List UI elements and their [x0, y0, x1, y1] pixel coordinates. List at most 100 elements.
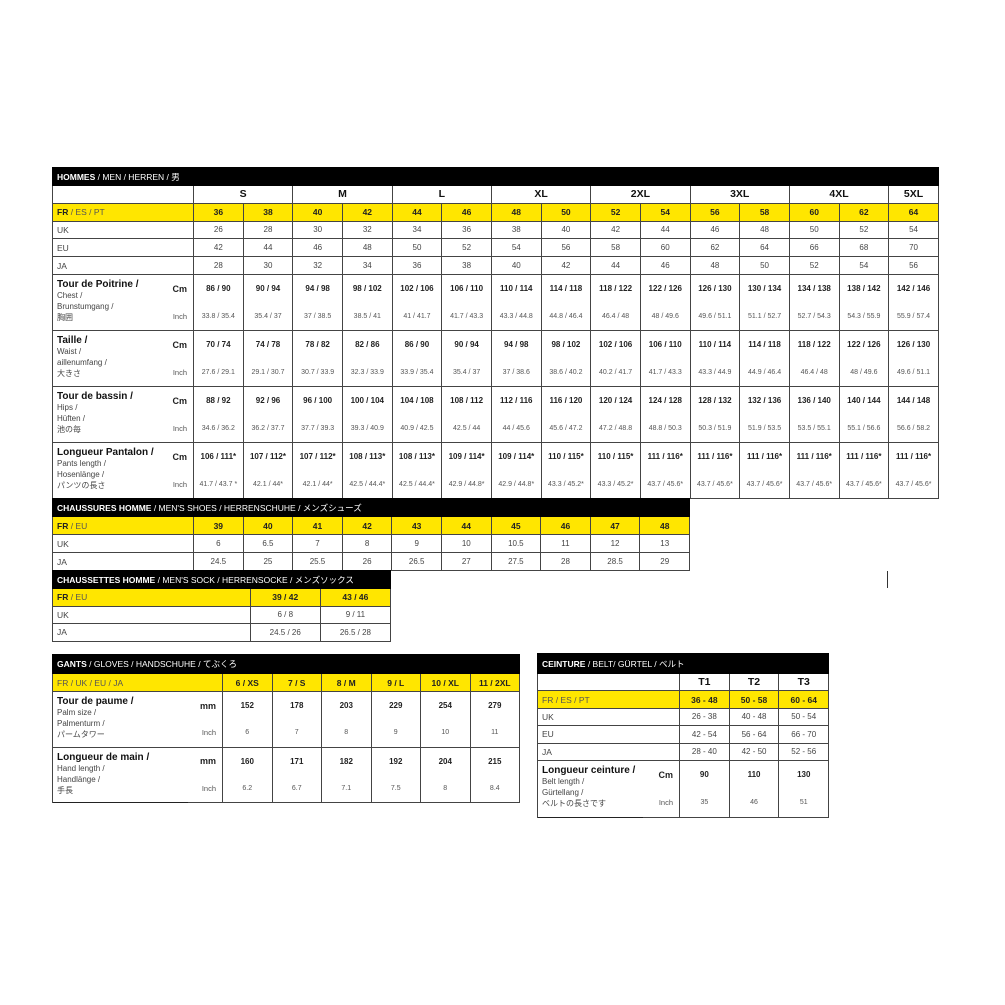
- hommes-row-label: UK: [52, 220, 194, 240]
- gloves-measurement-name: Tour de paume / Palm size / Palmenturm / パー…: [52, 691, 188, 747]
- shoes-cell: 26: [341, 552, 393, 571]
- hommes-cell: 38: [441, 256, 492, 275]
- hommes-measurement-name: Tour de bassin / Hips / Hüften / 池の毎: [52, 385, 158, 443]
- gloves-cell: 7 / S: [271, 673, 322, 692]
- hommes-size-label: XL: [490, 185, 592, 204]
- hommes-cell: 52: [441, 238, 492, 258]
- hommes-measurement-row: Tour de bassin / Hips / Hüften / 池の毎 Cm 88 / …: [52, 385, 939, 443]
- hommes-cell: 110 / 115*: [540, 441, 592, 471]
- shoes-conversion-row: JA 24.5 25 25.5 26 26.5 27 27.5 28 28.5 29: [52, 552, 691, 571]
- belt-row-label: EU: [537, 725, 680, 744]
- hommes-conversion-row: UK 26 28 30 32 34 36 38 40 42 44 46 48 50 52 54: [52, 220, 939, 240]
- hommes-cell: 126 / 130: [689, 273, 741, 303]
- hommes-measurement-name-line: Hips /: [57, 402, 78, 412]
- shoes-title-row: CHAUSSURES HOMME / MEN'S SHOES / HERRENS…: [51, 498, 691, 517]
- hommes-measurement-row-inch: Inch 41.7 / 43.7 * 42.1 / 44* 42.1 / 44* 42.…: [53, 470, 939, 499]
- gloves-title-row: GANTS / GLOVES / HANDSCHUHE / てぶくろ: [51, 654, 521, 674]
- hommes-cell: 51.1 / 52.7: [739, 302, 790, 331]
- belt-cell: 35: [679, 788, 730, 818]
- hommes-cell: 52: [590, 202, 641, 222]
- belt-cell: 110: [728, 759, 780, 789]
- belt-title-bold: CEINTURE: [542, 658, 586, 669]
- belt-cell: 90: [679, 759, 730, 789]
- shoes-title: CHAUSSURES HOMME / MEN'S SHOES / HERRENS…: [51, 498, 691, 517]
- hommes-cell: 42.5 / 44.4*: [391, 470, 443, 499]
- hommes-cell: 124 / 128: [639, 385, 691, 415]
- shoes-cell: 26.5: [391, 552, 442, 571]
- hommes-measurement-row: Longueur Pantalon / Pants length / Hosenlä…: [52, 441, 939, 499]
- hommes-cell: 70: [888, 238, 939, 258]
- hommes-size-label: 3XL: [689, 185, 790, 204]
- hommes-cell: 108 / 112: [441, 385, 492, 415]
- hommes-cell: 58: [739, 202, 790, 222]
- socks-conversion-row: FR / EU 39 / 42 43 / 46: [52, 588, 392, 607]
- hommes-cell: 33.8 / 35.4: [193, 302, 244, 331]
- hommes-cell: 68: [838, 238, 890, 258]
- hommes-cell: 110 / 115*: [590, 441, 641, 471]
- hommes-cell: 40: [490, 256, 542, 275]
- hommes-cell: 109 / 114*: [490, 441, 542, 471]
- men-shoes-table: CHAUSSURES HOMME / MEN'S SHOES / HERRENS…: [51, 498, 691, 571]
- shoes-cell: 8: [341, 534, 393, 553]
- shoes-cell: 43: [391, 516, 442, 535]
- hommes-cell: 36.2 / 37.7: [242, 414, 294, 443]
- hommes-cell: 33.9 / 35.4: [391, 358, 443, 387]
- hommes-cell: 74 / 78: [242, 329, 294, 359]
- gloves-cell: 229: [370, 691, 421, 720]
- shoes-cell: 39: [193, 516, 244, 535]
- hommes-measurement-name: Tour de Poitrine / Chest / Brunstumgang / 胸…: [52, 273, 158, 331]
- shoes-cell: 11: [540, 534, 591, 553]
- socks-title: CHAUSSETTES HOMME / MEN'S SOCK / HERRENS…: [52, 570, 391, 589]
- hommes-title-row: HOMMES / MEN / HERREN / 男: [52, 167, 939, 186]
- hommes-measurement-row: Tour de Poitrine / Chest / Brunstumgang / 胸…: [52, 273, 939, 331]
- hommes-cell: 49.6 / 51.1: [888, 358, 939, 387]
- belt-measurement-name-line: ベルトの長さです: [542, 798, 606, 808]
- hommes-cell: 108 / 113*: [341, 441, 393, 471]
- hommes-cell: 34.6 / 36.2: [193, 414, 244, 443]
- hommes-cell: 43.3 / 44.8: [490, 302, 542, 331]
- hommes-cell: 42.1 / 44*: [242, 470, 294, 499]
- hommes-measurement-name-line: Waist /: [57, 346, 82, 356]
- divider-mark: [887, 571, 888, 588]
- hommes-cell: 40.9 / 42.5: [391, 414, 443, 443]
- socks-row-label-bold: FR: [57, 592, 69, 603]
- hommes-cell: 54: [490, 238, 542, 258]
- hommes-cell: 48: [341, 238, 393, 258]
- hommes-measurement-name-line: Hüften /: [57, 413, 86, 423]
- gloves-cell: 279: [469, 691, 521, 720]
- belt-title: CEINTURE / BELT/ GÜRTEL / ベルト: [536, 653, 830, 674]
- gloves-cell: 192: [370, 746, 421, 775]
- hommes-cell: 48: [689, 256, 741, 275]
- hommes-cell: 114 / 118: [739, 329, 790, 359]
- gloves-measurement-name-line: Tour de paume /: [57, 696, 134, 707]
- hommes-row-label: EU: [52, 238, 194, 258]
- shoes-cell: 47: [589, 516, 641, 535]
- socks-cell: 26.5 / 28: [319, 623, 392, 642]
- hommes-cell: 42.9 / 44.8*: [441, 470, 492, 499]
- hommes-cell: 34: [391, 220, 443, 240]
- hommes-size-label: 2XL: [590, 185, 691, 204]
- hommes-size-row: S M L XL 2XL 3XL 4XL 5XL: [52, 185, 939, 204]
- hommes-cell: 86 / 90: [193, 273, 244, 303]
- hommes-cell: 66: [788, 238, 840, 258]
- gloves-measurement-row: Longueur de main / Hand length / Handlänge…: [52, 746, 521, 803]
- gloves-cell: 182: [321, 746, 372, 775]
- hommes-cell: 60: [639, 238, 691, 258]
- belt-measurement-row: Longueur ceinture / Belt length / Gürtella…: [537, 759, 830, 818]
- gloves-title-bold: GANTS: [57, 659, 87, 669]
- hommes-cell: 28: [242, 220, 294, 240]
- belt-size-corner: [537, 672, 680, 692]
- hommes-measurement-name: Taille / Waist / aillenumfang / 大きさ: [52, 329, 158, 387]
- hommes-cell: 43.7 / 45.6*: [639, 470, 691, 499]
- belt-size-label: T3: [778, 672, 830, 692]
- hommes-title-rest: / MEN / HERREN / 男: [95, 171, 180, 182]
- hommes-cell: 142 / 146: [888, 273, 939, 303]
- hommes-measurement-row-inch: Inch 34.6 / 36.2 36.2 / 37.7 37.7 / 39.3 39.…: [53, 414, 939, 443]
- hommes-conversion-row: JA 28 30 32 34 36 38 40 42 44 46 48 50 52 54 56: [52, 256, 939, 275]
- hommes-cell: 107 / 112*: [292, 441, 343, 471]
- hommes-cell: 64: [739, 238, 790, 258]
- belt-row-label: FR / ES / PT: [537, 690, 680, 709]
- belt-unit-label: Cm: [642, 759, 680, 789]
- gloves-measurement-name-line: 手長: [57, 785, 73, 795]
- shoes-cell: 27.5: [490, 552, 542, 571]
